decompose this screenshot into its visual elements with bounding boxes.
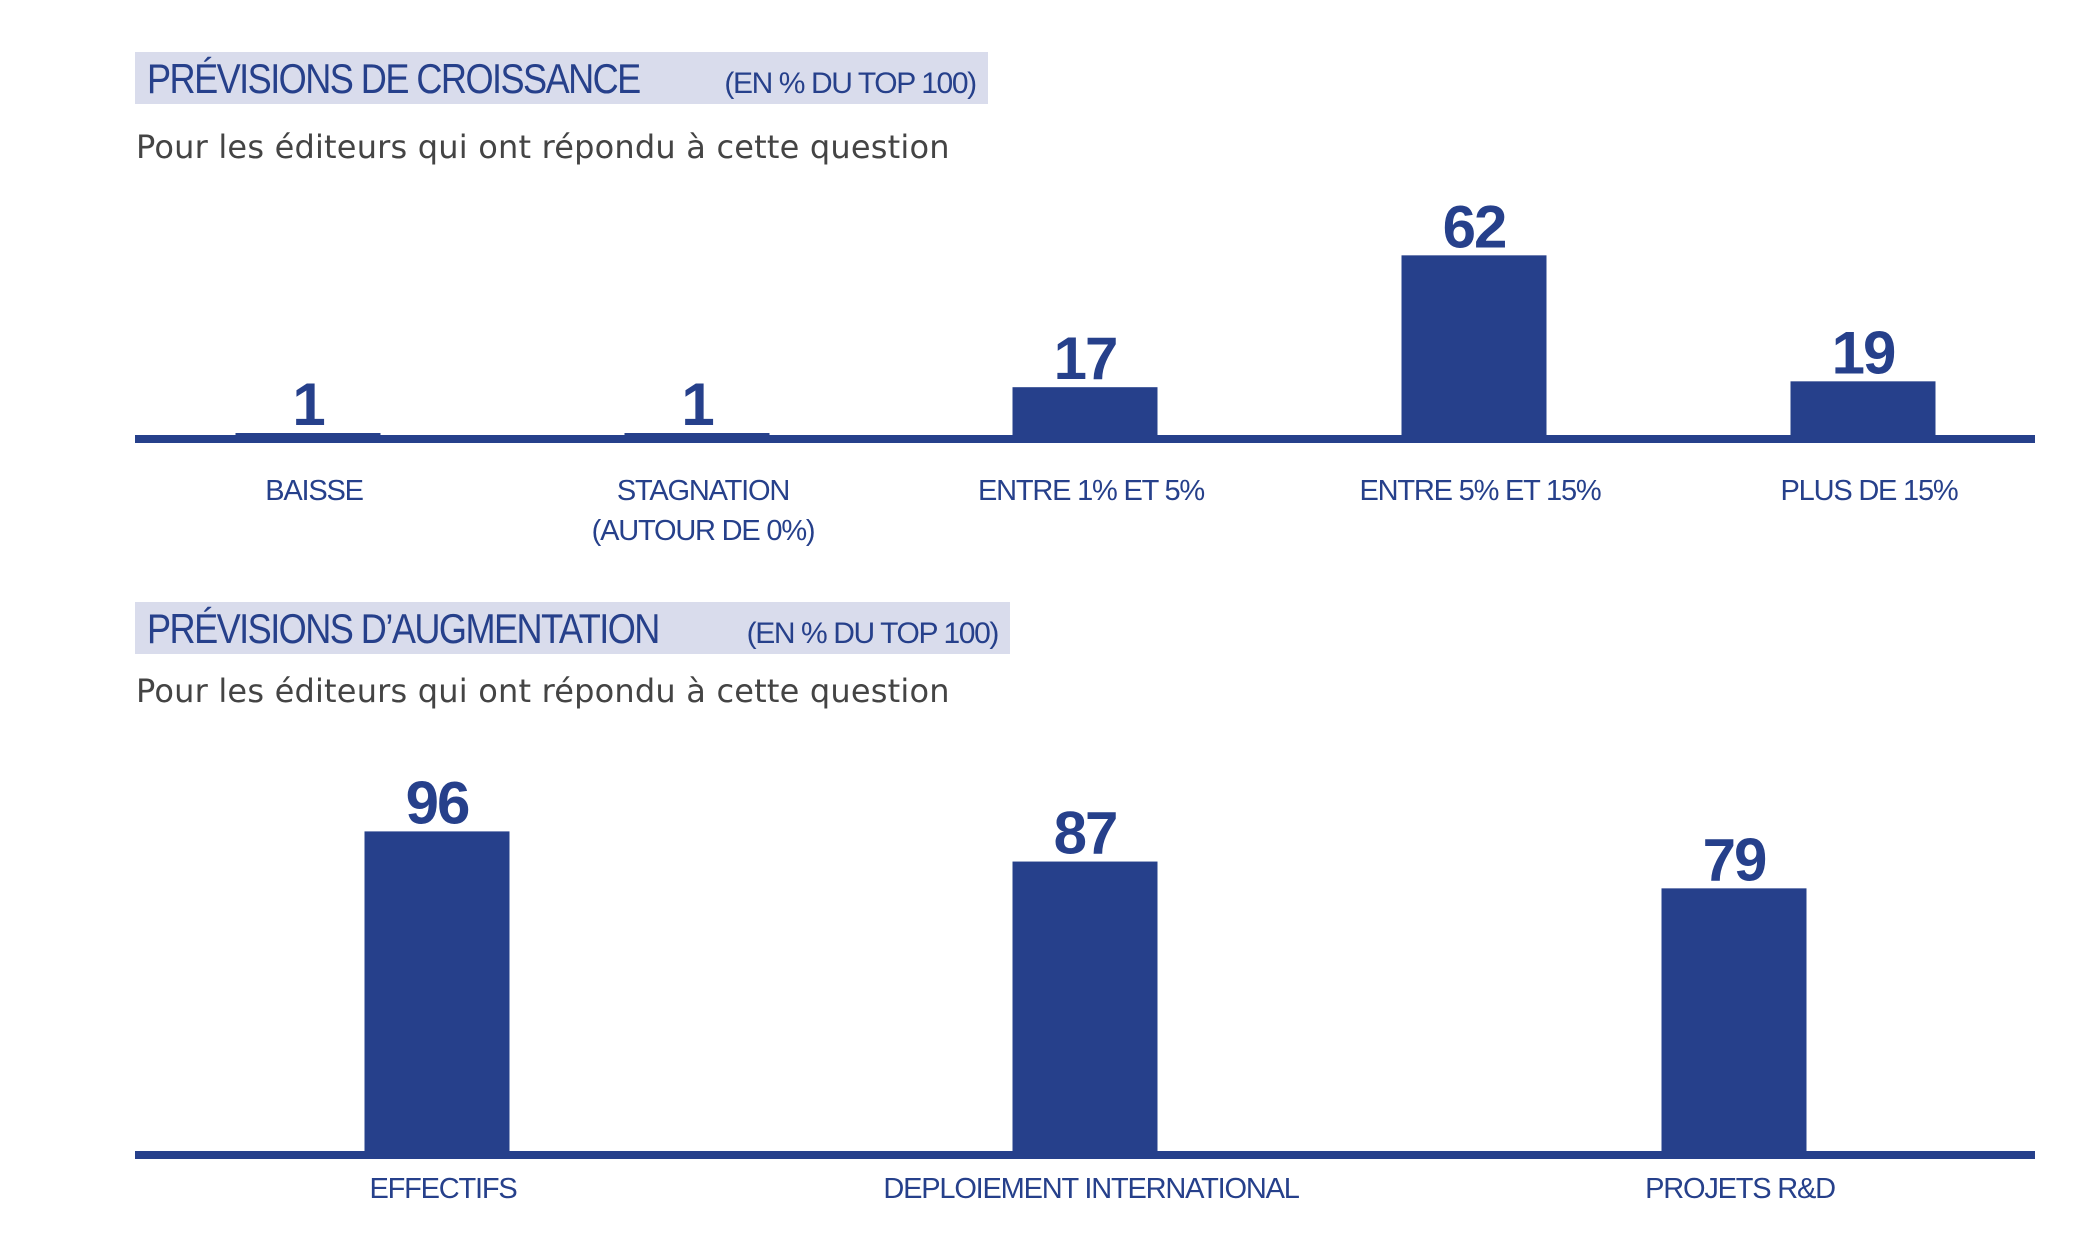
category-label-1: DEPLOIEMENT INTERNATIONAL [883, 1173, 1299, 1205]
bar-plot: 96 EFFECTIFS 87 DEPLOIEMENT INTERNATIONAL 79… [135, 769, 2035, 1205]
chart-title-box: PRÉVISIONS D’AUGMENTATION (EN % DU TOP 1… [135, 602, 1010, 654]
category-label-2: ENTRE 1% ET 5% [978, 475, 1204, 507]
chart-title-suffix: (EN % DU TOP 100) [746, 617, 1000, 650]
chart-increase-forecast: PRÉVISIONS D’AUGMENTATION (EN % DU TOP 1… [0, 560, 2075, 1235]
bar-plot: 1 BAISSE 1 STAGNATION (AUTOUR DE 0%) 17 ENTRE … [135, 193, 2035, 547]
category-label-4: PLUS DE 15% [1781, 475, 1958, 507]
value-label-0: 1 [292, 371, 324, 438]
chart-subtitle: Pour les éditeurs qui ont répondu à cett… [136, 672, 950, 710]
x-axis-line [135, 435, 2035, 443]
category-label-1-line-1: (AUTOUR DE 0%) [592, 515, 815, 547]
bar-2 [1012, 387, 1158, 437]
chart-title-suffix: (EN % DU TOP 100) [724, 67, 977, 100]
value-label-1: 87 [1054, 800, 1117, 867]
bar-4 [1790, 381, 1936, 437]
category-label-3: ENTRE 5% ET 15% [1360, 475, 1601, 507]
bar-0 [364, 831, 510, 1153]
category-label-0: BAISSE [265, 475, 363, 507]
chart-title: PRÉVISIONS D’AUGMENTATION [147, 605, 660, 652]
category-label-2: PROJETS R&D [1645, 1173, 1835, 1205]
value-label-2: 17 [1054, 325, 1117, 392]
bar-2 [1661, 888, 1807, 1153]
value-label-0: 96 [406, 769, 469, 836]
category-label-0: EFFECTIFS [369, 1173, 517, 1205]
category-label-1-line-0: STAGNATION [617, 475, 789, 507]
value-label-3: 62 [1443, 193, 1506, 260]
chart-growth-forecast: PRÉVISIONS DE CROISSANCE (EN % DU TOP 10… [0, 0, 2075, 560]
bar-1 [1012, 861, 1158, 1153]
value-label-2: 79 [1703, 826, 1766, 893]
value-label-4: 19 [1832, 319, 1895, 386]
chart-subtitle: Pour les éditeurs qui ont répondu à cett… [136, 128, 950, 166]
chart-title: PRÉVISIONS DE CROISSANCE [147, 55, 641, 102]
bar-3 [1401, 255, 1547, 437]
x-axis-line [135, 1151, 2035, 1159]
value-label-1: 1 [681, 371, 713, 438]
chart-title-box: PRÉVISIONS DE CROISSANCE (EN % DU TOP 10… [135, 52, 988, 104]
